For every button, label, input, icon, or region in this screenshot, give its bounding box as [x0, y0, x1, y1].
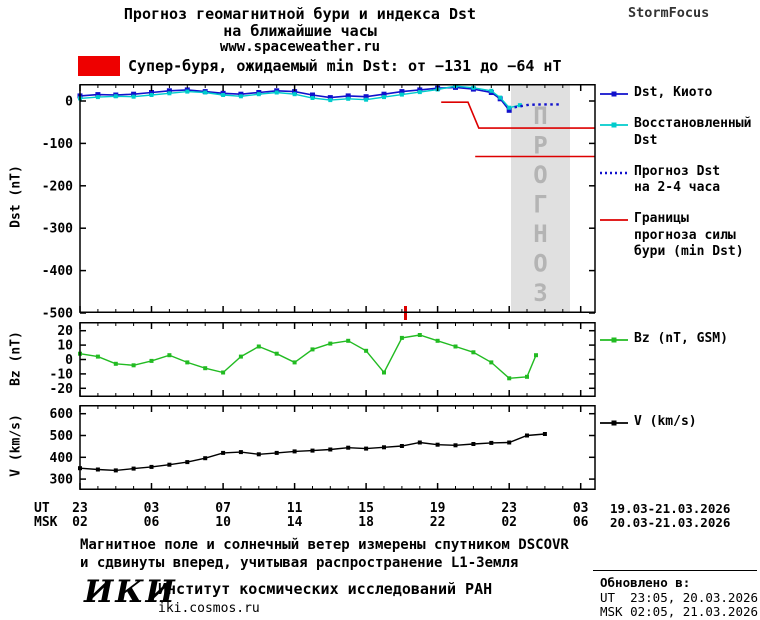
- x-tick-label: 03: [143, 501, 160, 516]
- x-tick-label: 11: [286, 501, 303, 516]
- legend-swatch: [600, 122, 628, 128]
- svg-text:Н: Н: [533, 220, 547, 248]
- svg-text:-10: -10: [50, 367, 74, 382]
- svg-text:300: 300: [50, 473, 74, 488]
- dst-axis-label: Dst (nT): [8, 165, 24, 228]
- ut-label: UT: [34, 501, 50, 516]
- legend-label: Bz (nT, GSM): [634, 331, 728, 346]
- updated-time-msk: MSK 02:05, 21.03.2026: [600, 604, 759, 619]
- legend-label: Dst, Киото: [634, 85, 713, 100]
- v-axis-label: V (km/s): [8, 414, 24, 477]
- v-legend: V (km/s): [600, 414, 758, 430]
- x-tick-label: 02: [501, 515, 518, 530]
- svg-text:500: 500: [50, 429, 74, 444]
- brand-label: StormFocus: [628, 5, 710, 21]
- v-chart: 600 500 400 300: [50, 405, 596, 490]
- x-tick-label: 07: [215, 501, 231, 516]
- legend-label: Восстановленный Dst: [634, 116, 752, 148]
- x-tick-label: 22: [429, 515, 446, 530]
- svg-text:-300: -300: [42, 222, 73, 237]
- institute-name: Институт космических исследований РАН: [158, 580, 493, 598]
- legend-label: V (km/s): [634, 414, 697, 429]
- x-tick-label: 02: [72, 515, 88, 530]
- x-tick-label: 10: [215, 515, 231, 530]
- svg-text:-500: -500: [42, 307, 73, 322]
- svg-text:20: 20: [57, 324, 73, 339]
- bz-axis-label: Bz (nT): [8, 331, 24, 386]
- iki-logo: ИКИ: [84, 574, 177, 610]
- svg-text:П: П: [533, 102, 547, 130]
- updated-time-ut: UT 23:05, 20.03.2026: [600, 590, 759, 605]
- x-tick-label: 06: [143, 515, 160, 530]
- ut-axis-row: UT 19.03-21.03.2026 23 03 07 11 15 19 23 03: [0, 501, 760, 516]
- note-line1: Магнитное поле и солнечный ветер измерен…: [80, 537, 569, 553]
- legend-swatch: [600, 91, 628, 97]
- storm-alert-banner: Супер-буря, ожидаемый min Dst: от −131 д…: [78, 56, 561, 76]
- legend-swatch: [600, 420, 628, 426]
- msk-label: MSK: [34, 515, 58, 530]
- x-tick-label: 23: [72, 501, 88, 516]
- svg-text:-100: -100: [42, 137, 73, 152]
- ut-date-range: 19.03-21.03.2026: [610, 501, 731, 516]
- svg-text:-20: -20: [50, 382, 74, 397]
- alert-color-swatch: [78, 56, 120, 76]
- alert-text: Супер-буря, ожидаемый min Dst: от −131 д…: [128, 57, 562, 75]
- legend-label: Прогноз Dst на 2-4 часа: [634, 163, 721, 195]
- x-tick-label: 23: [501, 501, 518, 516]
- iki-site-url: iki.cosmos.ru: [158, 601, 260, 616]
- note-line2: и сдвинуты вперед, учитывая распростране…: [80, 555, 519, 571]
- svg-text:600: 600: [50, 407, 74, 422]
- dst-legend: Dst, Киото Восстановленный Dst Прогноз Dst…: [600, 85, 758, 260]
- updated-divider: [593, 570, 757, 571]
- msk-axis-row: MSK 20.03-21.03.2026 02 06 10 14 18 22 02 06: [0, 515, 760, 530]
- svg-text:-400: -400: [42, 264, 73, 279]
- legend-label: Границы прогноза силы бури (min Dst): [634, 211, 744, 259]
- svg-text:З: З: [533, 279, 547, 307]
- legend-swatch: [600, 219, 628, 222]
- updated-label: Обновлено в:: [600, 575, 691, 590]
- legend-item: Границы прогноза силы бури (min Dst): [600, 211, 758, 260]
- x-tick-label: 19: [429, 501, 446, 516]
- legend-item: Dst, Киото: [600, 85, 758, 101]
- legend-item: V (km/s): [600, 414, 758, 430]
- svg-text:О: О: [533, 161, 547, 189]
- legend-item: Bz (nT, GSM): [600, 331, 758, 347]
- x-tick-label: 18: [358, 515, 374, 530]
- x-tick-label: 15: [358, 501, 374, 516]
- x-tick-label: 14: [286, 515, 303, 530]
- svg-text:400: 400: [50, 451, 74, 466]
- svg-text:Р: Р: [533, 132, 547, 160]
- page-subtitle: на ближайшие часы: [223, 22, 377, 40]
- svg-text:10: 10: [57, 339, 73, 354]
- bz-legend: Bz (nT, GSM): [600, 331, 758, 347]
- svg-text:0: 0: [65, 95, 73, 110]
- legend-item: Прогноз Dst на 2-4 часа: [600, 164, 758, 197]
- page-title: Прогноз геомагнитной бури и индекса Dst: [123, 5, 477, 23]
- svg-text:-200: -200: [42, 179, 73, 194]
- legend-item: Восстановленный Dst: [600, 116, 758, 149]
- svg-text:0: 0: [65, 353, 73, 368]
- site-url: www.spaceweather.ru: [219, 39, 381, 55]
- svg-text:Г: Г: [533, 191, 547, 219]
- legend-swatch: [600, 337, 628, 343]
- x-tick-label: 03: [572, 501, 589, 516]
- msk-date-range: 20.03-21.03.2026: [610, 515, 731, 530]
- x-tick-label: 06: [572, 515, 589, 530]
- svg-text:О: О: [533, 250, 547, 278]
- legend-swatch: [600, 171, 628, 174]
